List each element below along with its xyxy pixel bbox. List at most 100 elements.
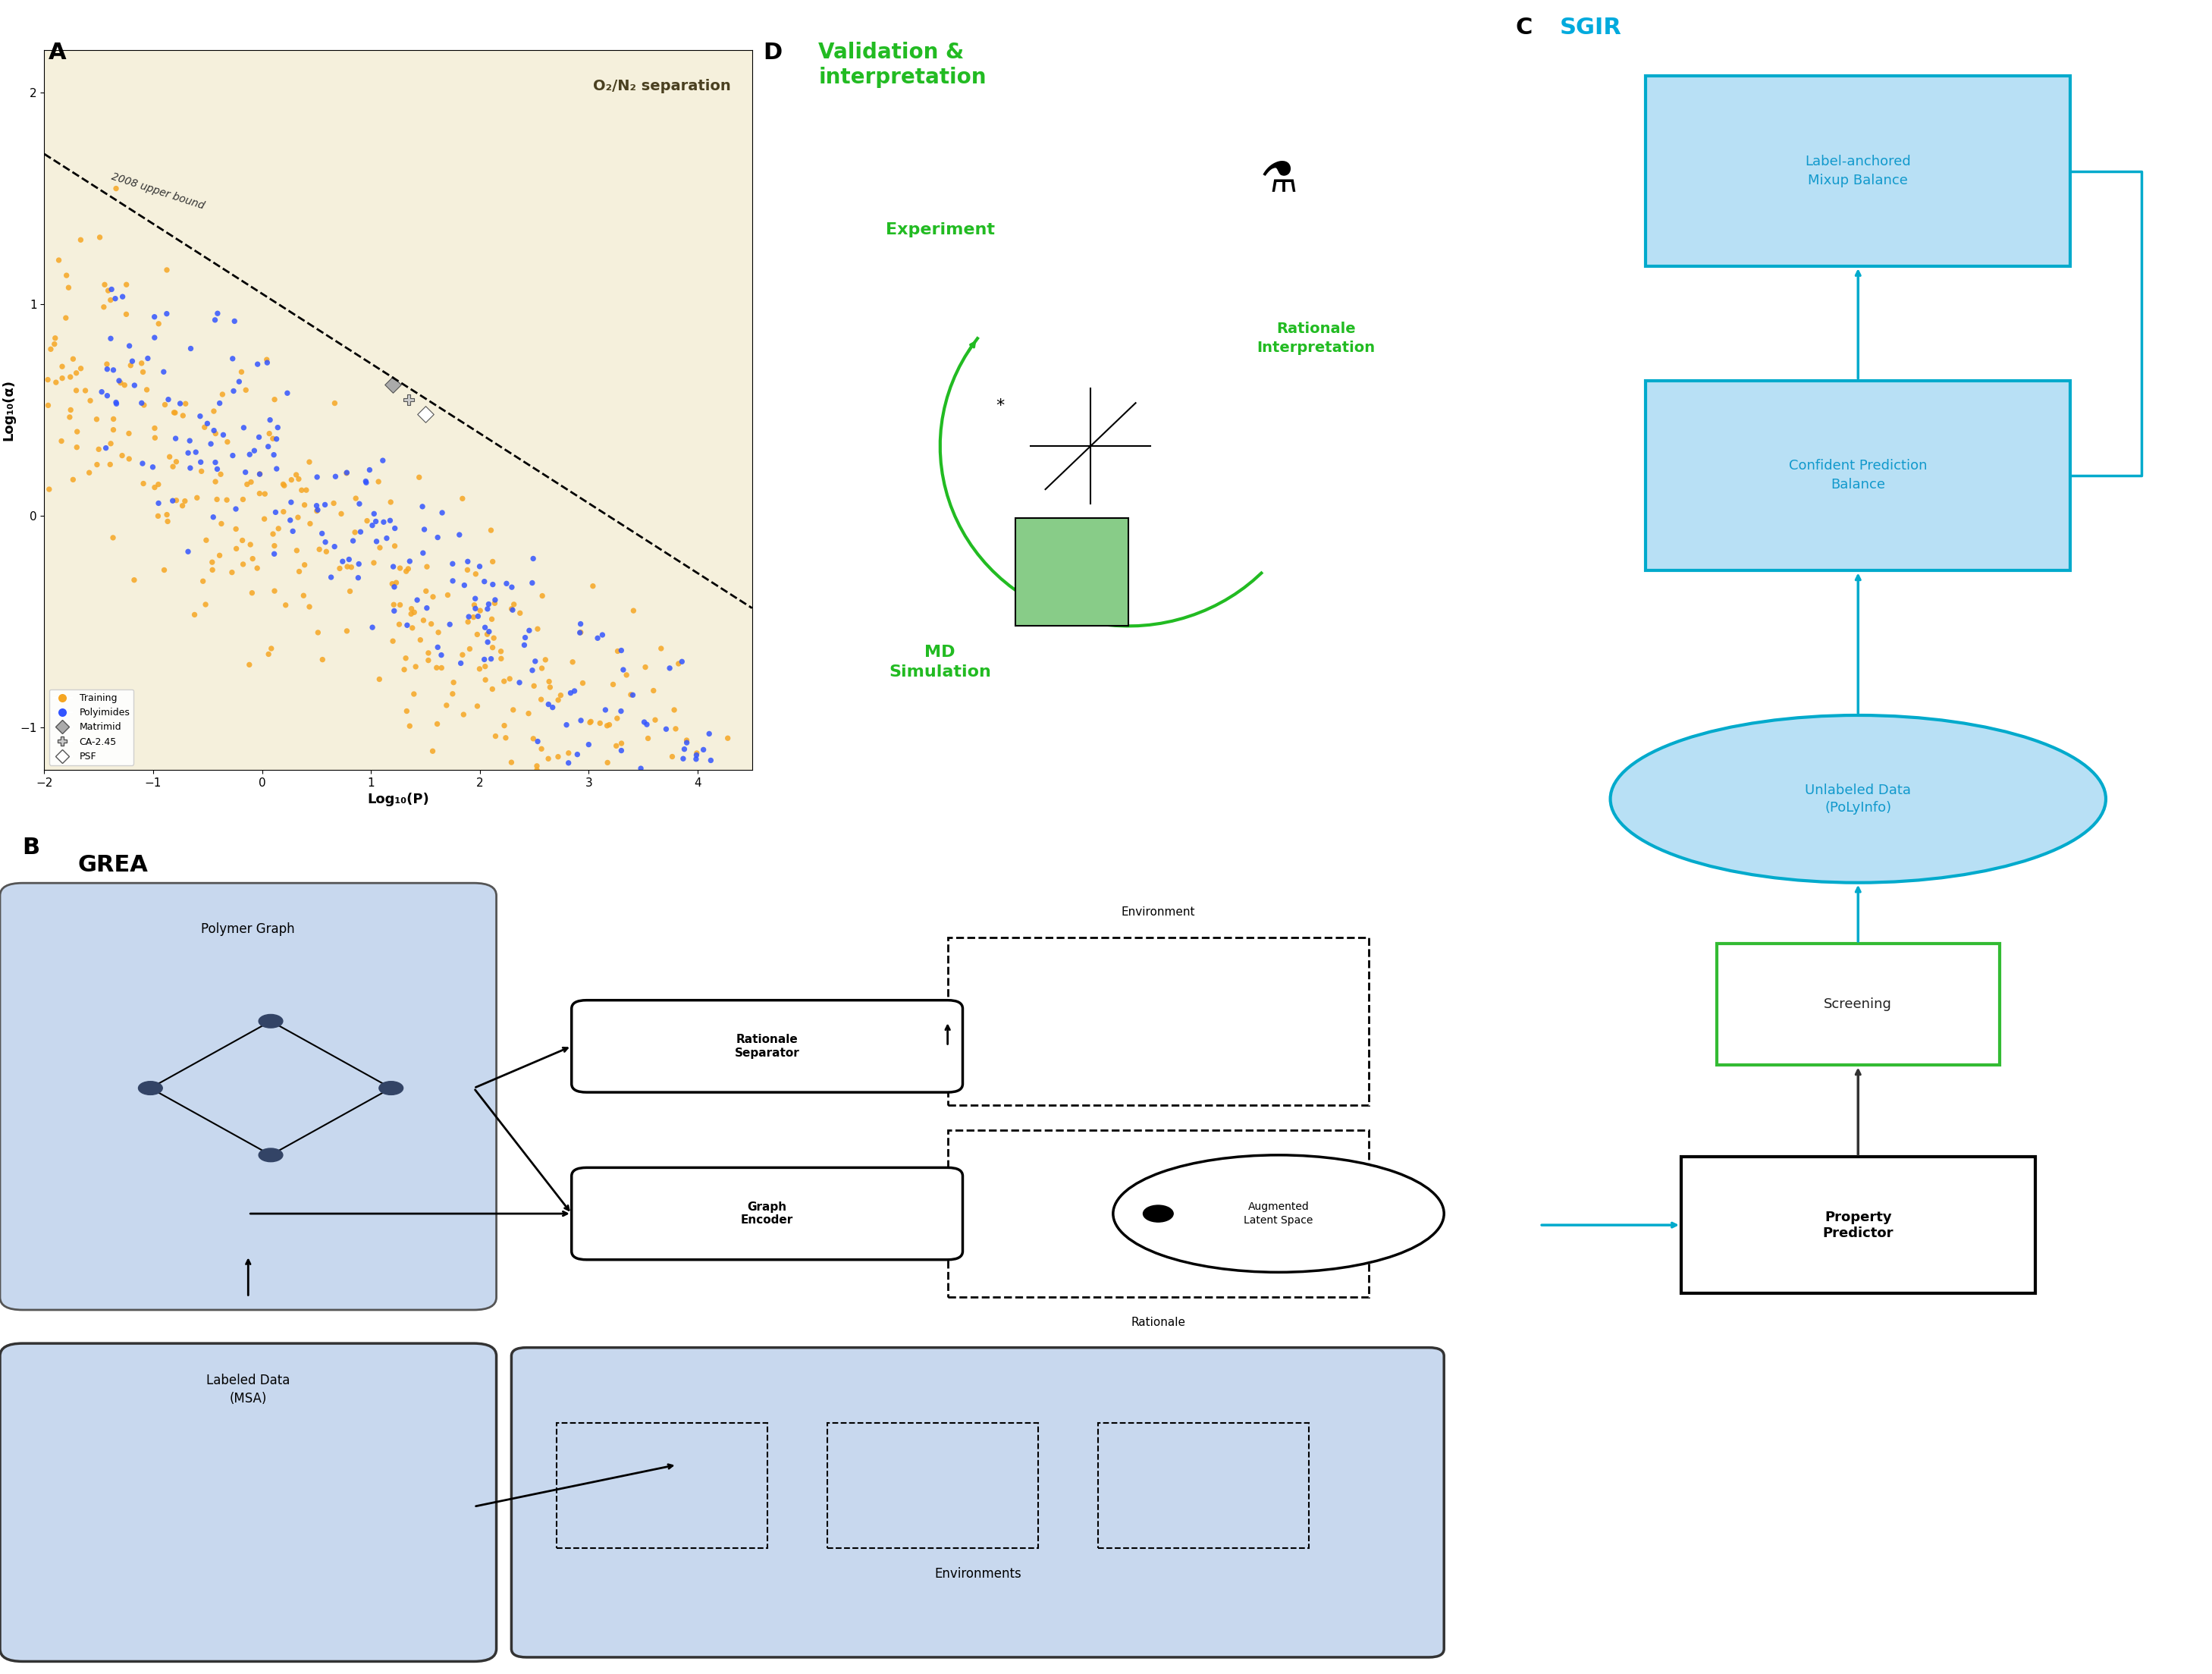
Point	[502, 670, 538, 696]
Point	[159, 487, 195, 514]
Point	[540, 743, 575, 770]
Point	[201, 390, 237, 417]
Point	[265, 472, 301, 499]
Point	[259, 499, 294, 526]
Point	[241, 424, 276, 450]
Text: Experiment: Experiment	[885, 223, 995, 238]
Point	[184, 459, 219, 485]
Point	[476, 547, 511, 574]
Point	[389, 698, 425, 725]
Point	[630, 725, 666, 752]
Point	[336, 527, 372, 554]
Point	[197, 449, 232, 475]
Point	[44, 353, 80, 380]
Point	[53, 397, 88, 424]
Point	[467, 666, 502, 693]
Point	[164, 492, 199, 519]
Point	[628, 655, 664, 681]
Ellipse shape	[1610, 715, 2106, 882]
Point	[288, 477, 323, 504]
Point	[159, 449, 195, 475]
Point	[451, 608, 487, 634]
Point	[473, 606, 509, 633]
Point	[560, 742, 595, 768]
Point	[104, 442, 139, 469]
Point	[644, 634, 679, 661]
Point	[524, 655, 560, 681]
Point	[389, 557, 425, 584]
Point	[38, 325, 73, 352]
Point	[237, 437, 272, 464]
Ellipse shape	[1113, 1155, 1444, 1272]
Point	[613, 681, 648, 708]
Point	[418, 655, 453, 681]
Point	[599, 733, 635, 760]
Point	[341, 490, 376, 517]
Bar	[1097, 1423, 1310, 1548]
Point	[223, 358, 259, 385]
Point	[305, 646, 341, 673]
Point	[126, 392, 161, 418]
Point	[104, 370, 139, 397]
Point	[88, 352, 124, 378]
Point	[95, 357, 131, 383]
Point	[604, 737, 639, 763]
Point	[126, 470, 161, 497]
X-axis label: Log₁₀(P): Log₁₀(P)	[367, 793, 429, 807]
Bar	[827, 1423, 1037, 1548]
Point	[467, 567, 502, 594]
Y-axis label: Log₁₀(α): Log₁₀(α)	[2, 380, 15, 440]
Point	[378, 516, 414, 542]
Point	[148, 392, 184, 418]
Point	[383, 554, 418, 581]
Point	[215, 442, 250, 469]
Point	[226, 527, 261, 554]
Text: 2008 upper bound: 2008 upper bound	[111, 171, 206, 211]
Point	[64, 355, 100, 382]
Point	[425, 655, 460, 681]
Point	[73, 387, 108, 413]
Point	[507, 624, 542, 651]
Point	[460, 621, 495, 648]
Point	[115, 348, 150, 375]
Point	[150, 387, 186, 413]
Point	[436, 680, 471, 706]
Point	[458, 596, 493, 623]
Point	[307, 492, 343, 519]
Point	[250, 641, 285, 668]
Point	[279, 462, 314, 489]
Text: Unlabeled Data
(PoLyInfo): Unlabeled Data (PoLyInfo)	[1805, 783, 1911, 815]
Point	[478, 589, 513, 616]
Point	[95, 405, 131, 432]
Text: Rationale
Separator: Rationale Separator	[734, 1035, 799, 1058]
Point	[564, 619, 599, 646]
Point	[336, 519, 372, 546]
Point	[199, 455, 234, 482]
Point	[347, 469, 383, 496]
Point	[591, 750, 626, 777]
Point	[215, 345, 250, 372]
Point	[409, 554, 445, 581]
Point	[51, 275, 86, 301]
Point	[124, 390, 159, 417]
Point	[495, 596, 531, 623]
Point	[349, 507, 385, 534]
Point	[314, 564, 349, 591]
Point	[551, 750, 586, 777]
Point	[126, 358, 161, 385]
Bar	[557, 1423, 768, 1548]
Point	[332, 578, 367, 604]
Point	[374, 489, 409, 516]
Point	[387, 656, 422, 683]
Point	[261, 516, 296, 542]
Point	[49, 263, 84, 290]
Point	[38, 331, 73, 358]
Point	[394, 614, 429, 641]
Point	[462, 598, 498, 624]
Point	[637, 706, 672, 733]
Point	[451, 603, 487, 629]
Point	[343, 519, 378, 546]
Point	[493, 748, 529, 775]
Point	[195, 556, 230, 583]
Point	[204, 511, 239, 537]
